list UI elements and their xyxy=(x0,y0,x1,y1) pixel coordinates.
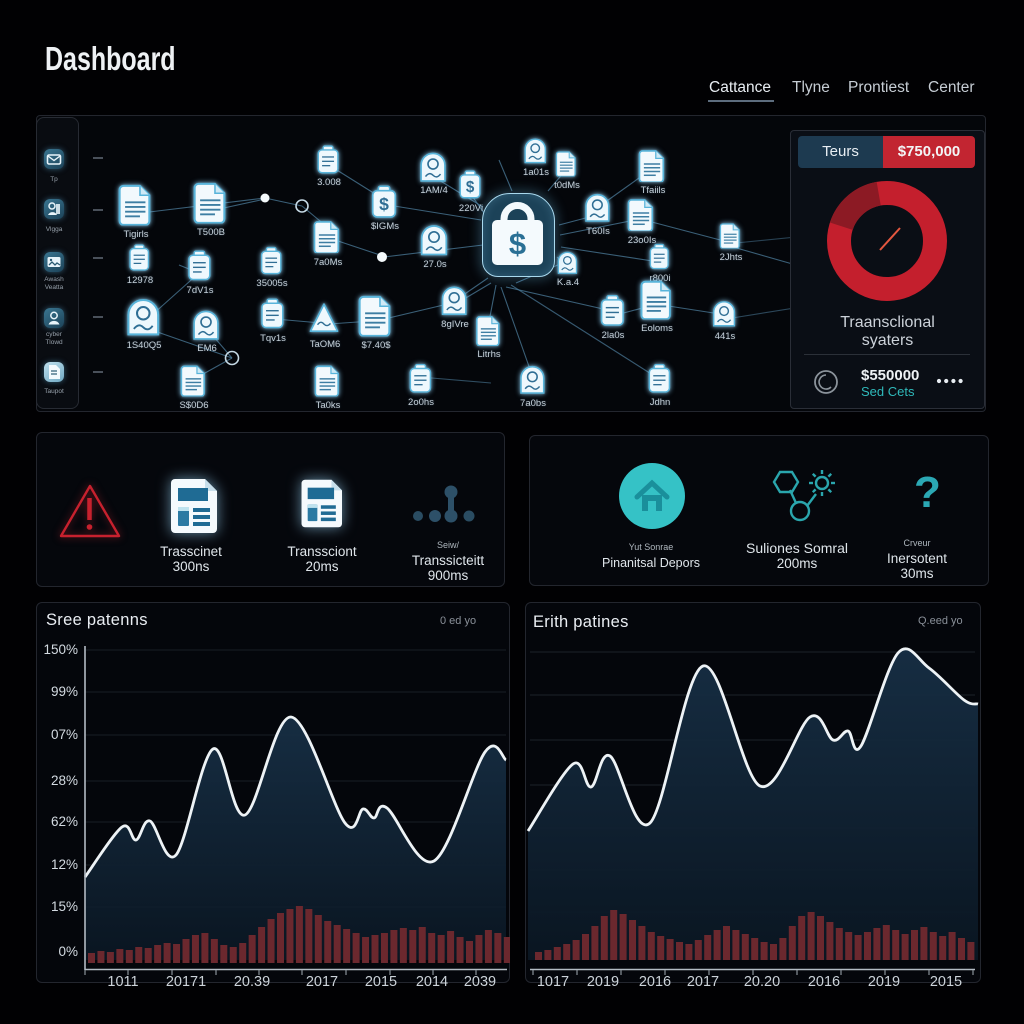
svg-text:$: $ xyxy=(509,226,526,261)
